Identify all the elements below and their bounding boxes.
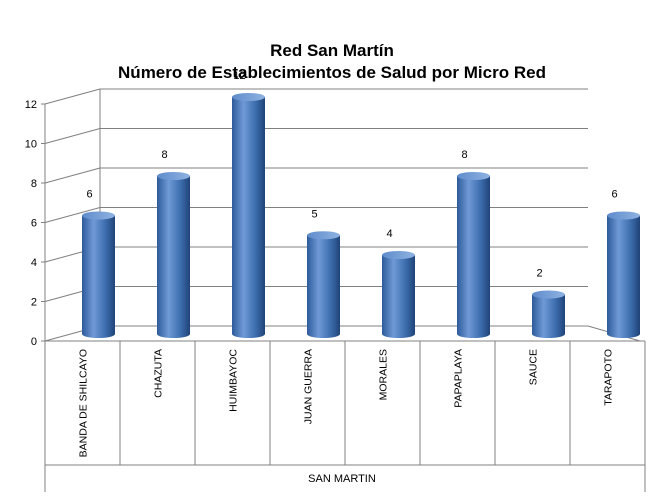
data-label: 6 [86, 189, 92, 201]
bar-body [607, 215, 640, 338]
bar-body [82, 215, 115, 338]
bar-papaplaya [457, 172, 490, 338]
bar-top [607, 211, 640, 220]
bar-top [232, 93, 265, 101]
category-label: BANDA DE SHILCAYO [78, 349, 90, 457]
data-label: 8 [461, 149, 467, 161]
bar-body [457, 176, 490, 338]
y-tick-label: 6 [31, 218, 37, 230]
group-label: SAN MARTIN [308, 473, 376, 485]
data-label: 5 [311, 208, 317, 220]
bars [82, 93, 640, 338]
bar-top [382, 251, 415, 259]
bar-top [82, 211, 115, 220]
bar-juan-guerra [307, 231, 340, 338]
gridline-side [44, 128, 101, 144]
bar-body [307, 235, 340, 338]
data-label: 12 [233, 70, 245, 82]
category-label: JUAN GUERRA [303, 349, 315, 424]
category-axis: BANDA DE SHILCAYO CHAZUTA HUIMBAYOC JUAN GU… [44, 340, 646, 492]
y-tick-label: 10 [25, 139, 37, 151]
gridline-side [44, 167, 101, 184]
bar-sauce [532, 290, 565, 338]
data-label: 4 [386, 228, 392, 240]
gridline-side [44, 207, 101, 223]
chart-subtitle: Número de Establecimientos de Salud por … [118, 63, 546, 82]
category-label: MORALES [378, 349, 390, 400]
category-label: PAPAPLAYA [453, 349, 465, 408]
y-tick-label: 4 [31, 257, 37, 269]
y-axis: 0 2 4 6 8 10 12 [25, 99, 46, 348]
bar-top [532, 290, 565, 299]
category-label: SAUCE [528, 349, 540, 385]
data-label: 2 [536, 268, 542, 280]
bar-tarapoto [607, 211, 640, 338]
bar-body [232, 97, 265, 338]
bar-body [382, 255, 415, 338]
data-label: 8 [161, 149, 167, 161]
y-tick-label: 2 [31, 297, 37, 309]
y-tick-label: 0 [31, 336, 37, 348]
bar-top [157, 172, 190, 180]
category-label: TARAPOTO [603, 349, 615, 406]
y-tick-label: 8 [31, 178, 37, 190]
category-label: HUIMBAYOC [228, 349, 240, 412]
category-label: CHAZUTA [153, 349, 165, 398]
bar-huimbayoc [232, 93, 265, 338]
bar-chazuta [157, 172, 190, 338]
chart-title: Red San Martín [270, 41, 394, 60]
y-tick-label: 12 [25, 99, 37, 111]
bar-top [457, 172, 490, 180]
bar-morales [382, 251, 415, 338]
data-label: 6 [611, 189, 617, 201]
bar-body [157, 176, 190, 338]
data-labels: 6 8 12 5 4 8 2 6 [86, 70, 617, 280]
bar-body [532, 294, 565, 338]
gridline-side [44, 88, 101, 105]
bar-top [307, 231, 340, 240]
bar-banda-de-shilcayo [82, 211, 115, 338]
